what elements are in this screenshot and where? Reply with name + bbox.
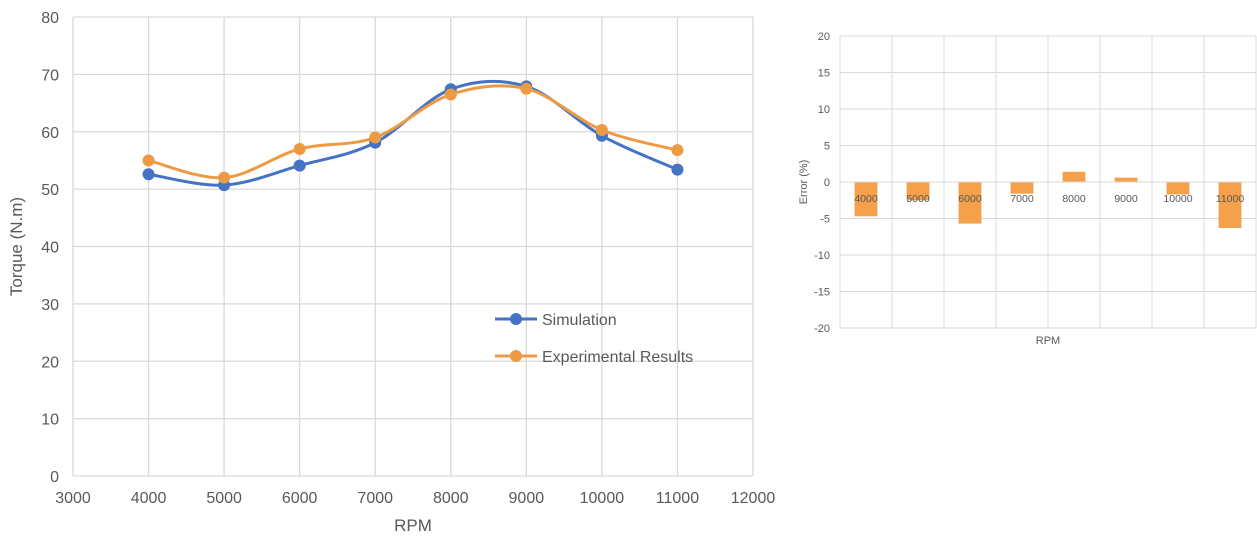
data-point xyxy=(369,131,382,144)
y-tick-label: 5 xyxy=(824,141,830,153)
legend-marker xyxy=(510,313,522,325)
error-bar xyxy=(906,182,930,201)
legend-label: Experimental Results xyxy=(542,349,693,366)
y-tick-label: 0 xyxy=(824,177,830,189)
data-point xyxy=(142,168,155,181)
category-label: 11000 xyxy=(1216,193,1245,205)
category-label: 6000 xyxy=(958,193,982,205)
category-label: 4000 xyxy=(854,193,878,205)
x-tick-label: 6000 xyxy=(282,490,318,507)
y-tick-label: 20 xyxy=(41,354,59,371)
series-line xyxy=(148,84,678,180)
y-axis-title: Torque (N.m) xyxy=(7,197,26,296)
data-point xyxy=(444,88,457,101)
error-bar xyxy=(1062,171,1086,182)
error-bar xyxy=(1166,182,1190,195)
error-bar xyxy=(854,182,878,217)
x-tick-label: 12000 xyxy=(731,490,776,507)
x-tick-label: 7000 xyxy=(357,490,393,507)
x-tick-label: 11000 xyxy=(656,490,699,507)
x-axis-title: RPM xyxy=(1036,335,1060,347)
error-bar xyxy=(1010,182,1034,194)
y-tick-label: 30 xyxy=(41,297,59,314)
y-tick-label: 50 xyxy=(41,182,59,199)
error-bar xyxy=(1218,182,1242,228)
y-tick-label: -5 xyxy=(820,214,830,226)
data-point xyxy=(142,154,155,167)
error-bar-chart: 20 15 10 5 0 -5 -10 -15 -20 4000 5000 6000 7000 8000 9… xyxy=(798,31,1257,347)
x-tick-label: 10000 xyxy=(580,490,625,507)
y-tick-label: 10 xyxy=(41,412,59,429)
error-bar xyxy=(1114,177,1138,182)
category-label: 8000 xyxy=(1062,193,1086,205)
legend-label: Simulation xyxy=(542,312,617,329)
data-point xyxy=(293,159,306,172)
x-tick-label: 3000 xyxy=(55,490,91,507)
torque-line-chart: 0 10 20 30 40 50 60 70 80 3000 4000 5000 6000 7000 800… xyxy=(7,10,776,535)
y-tick-label: 80 xyxy=(41,10,59,27)
y-tick-label: 0 xyxy=(50,469,59,486)
error-bar xyxy=(958,182,982,224)
x-tick-label: 4000 xyxy=(131,490,167,507)
x-tick-label: 9000 xyxy=(509,490,545,507)
y-tick-label: 70 xyxy=(41,67,59,84)
category-label: 5000 xyxy=(906,193,930,205)
data-point xyxy=(595,124,608,137)
data-point xyxy=(293,142,306,155)
y-tick-label: 60 xyxy=(41,125,59,142)
y-tick-label: -15 xyxy=(814,287,830,299)
legend-marker xyxy=(510,350,522,362)
data-point xyxy=(218,171,231,184)
x-axis-title: RPM xyxy=(394,516,432,535)
y-tick-label: -20 xyxy=(814,323,830,335)
data-point xyxy=(520,82,533,95)
y-tick-label: 20 xyxy=(818,31,830,43)
y-tick-label: -10 xyxy=(814,250,830,262)
x-tick-label: 8000 xyxy=(433,490,469,507)
category-label: 10000 xyxy=(1163,193,1192,205)
x-tick-label: 5000 xyxy=(206,490,242,507)
category-label: 9000 xyxy=(1114,193,1138,205)
y-tick-label: 10 xyxy=(818,104,830,116)
data-point xyxy=(671,163,684,176)
y-axis-title: Error (%) xyxy=(798,160,810,205)
data-point xyxy=(671,144,684,157)
category-label: 7000 xyxy=(1010,193,1034,205)
y-tick-label: 40 xyxy=(41,240,59,257)
y-tick-label: 15 xyxy=(818,68,830,80)
